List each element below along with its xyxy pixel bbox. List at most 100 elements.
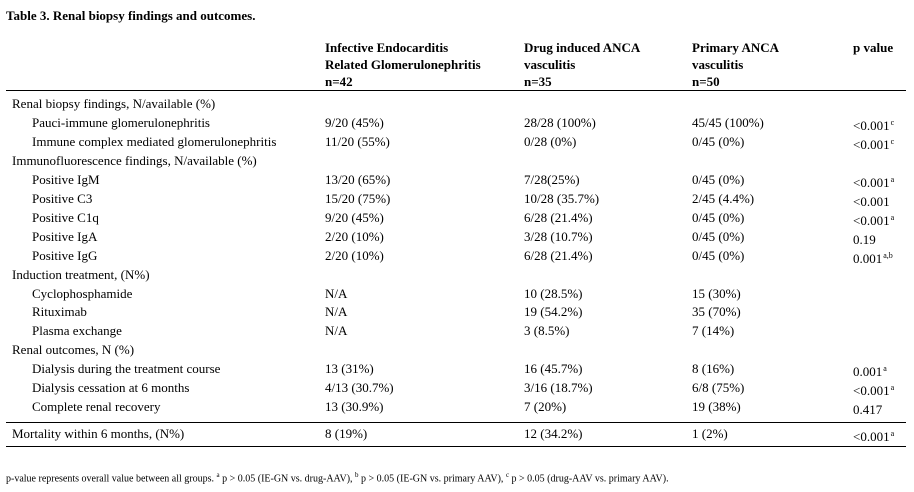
header-primary-aav: Primary ANCA vasculitis n=50 (692, 39, 779, 90)
table-footnote: p-value represents overall value between… (6, 471, 669, 484)
pvalue-superscript: a (890, 212, 895, 222)
header-primary-n: n=50 (692, 74, 720, 89)
cell-primary-aav: 2/45 (4.4%) (692, 190, 755, 206)
cell-drug-aav: 7/28(25%) (524, 171, 580, 187)
footnote-text-1: p-value represents overall value between… (6, 473, 217, 485)
cell-drug-aav: 19 (54.2%) (524, 304, 583, 320)
cell-primary-aav: 45/45 (100%) (692, 114, 764, 130)
footnote-sup-b: b (355, 471, 359, 479)
table-row: Cyclophosphamide N/A 10 (28.5%) 15 (30%) (0, 284, 914, 303)
cell-pvalue: <0.001a (853, 208, 894, 230)
table-row: Plasma exchange N/A 3 (8.5%) 7 (14%) (0, 321, 914, 340)
mortality-primary: 1 (2%) (692, 426, 728, 441)
row-label: Positive IgM (32, 171, 100, 187)
pvalue-superscript: a (890, 383, 895, 393)
cell-primary-aav: 35 (70%) (692, 304, 741, 320)
table-row: Dialysis cessation at 6 months 4/13 (30.7… (0, 378, 914, 400)
header-pvalue: p value (853, 40, 894, 55)
header-ie-n: n=42 (325, 74, 353, 89)
footnote-text-3: p > 0.05 (IE-GN vs. primary AAV), (358, 473, 506, 485)
row-label: Dialysis during the treatment course (32, 361, 221, 377)
footnote-text-2: p > 0.05 (IE-GN vs. drug-AAV), (219, 473, 356, 485)
cell-primary-aav: 0/45 (0%) (692, 209, 745, 225)
cell-pvalue: 0.19 (853, 227, 877, 249)
row-label: Plasma exchange (32, 323, 122, 339)
table-row: Complete renal recovery 13 (30.9%) 7 (20%)… (0, 397, 914, 419)
pvalue-text: <0.001 (853, 174, 890, 190)
cell-ie-gn: N/A (325, 304, 348, 320)
cell-pvalue: <0.001c (853, 132, 894, 154)
cell-primary-aav: 6/8 (75%) (692, 380, 745, 396)
cell-pvalue: <0.001a (853, 170, 894, 192)
mortality-row: Mortality within 6 months, (N%) 8 (19%) … (0, 424, 914, 446)
cell-pvalue: 0.001a,b (853, 246, 893, 268)
mortality-ie: 8 (19%) (325, 426, 368, 441)
footnote-sup-c: c (505, 471, 510, 479)
cell-pvalue: <0.001c (853, 113, 894, 135)
cell-ie-gn: 9/20 (45%) (325, 209, 384, 225)
section-header-row: Renal biopsy findings, N/available (%) (0, 94, 914, 113)
header-drug-line2: vasculitis (524, 57, 576, 72)
mortality-p-value: <0.001 (853, 429, 890, 444)
cell-pvalue: <0.001 (853, 189, 891, 211)
header-ie-gn: Infective Endocarditis Related Glomerulo… (325, 39, 481, 90)
table-row: Rituximab N/A 19 (54.2%) 35 (70%) (0, 302, 914, 321)
pvalue-text: <0.001 (853, 136, 890, 152)
cell-ie-gn: 4/13 (30.7%) (325, 380, 394, 396)
cell-drug-aav: 16 (45.7%) (524, 361, 583, 377)
table-row: Positive IgM 13/20 (65%) 7/28(25%) 0/45 (0%… (0, 170, 914, 192)
cell-drug-aav: 6/28 (21.4%) (524, 247, 593, 263)
pvalue-text: 0.417 (853, 402, 883, 418)
row-label: Rituximab (32, 304, 87, 320)
footnote-sup-a: a (216, 471, 220, 479)
header-rule (6, 90, 906, 91)
row-label: Positive C1q (32, 209, 99, 225)
row-label: Renal outcomes, N (%) (12, 342, 135, 358)
row-label: Immunofluorescence findings, N/available… (12, 152, 257, 168)
cell-pvalue: 0.417 (853, 397, 883, 419)
cell-pvalue: <0.001a (853, 378, 894, 400)
pvalue-superscript: a (883, 364, 887, 374)
header-primary-line1: Primary ANCA (692, 40, 780, 55)
cell-ie-gn: 13 (30.9%) (325, 399, 384, 415)
cell-drug-aav: 7 (20%) (524, 399, 567, 415)
cell-ie-gn: 15/20 (75%) (325, 190, 391, 206)
cell-primary-aav: 7 (14%) (692, 323, 735, 339)
cell-pvalue: 0.001a (853, 359, 887, 381)
cell-primary-aav: 0/45 (0%) (692, 133, 745, 149)
cell-drug-aav: 28/28 (100%) (524, 114, 596, 130)
table-row: Positive C3 15/20 (75%) 10/28 (35.7%) 2/45 … (0, 189, 914, 211)
mortality-p-sup: a (890, 429, 895, 438)
cell-drug-aav: 3/28 (10.7%) (524, 228, 593, 244)
mortality-p: <0.001a (853, 424, 894, 446)
section-header-row: Induction treatment, (N%) (0, 265, 914, 284)
pvalue-text: 0.001 (853, 250, 883, 266)
pvalue-superscript: c (890, 117, 895, 127)
cell-primary-aav: 0/45 (0%) (692, 228, 745, 244)
section-header-row: Immunofluorescence findings, N/available… (0, 151, 914, 170)
row-label: Positive C3 (32, 190, 93, 206)
header-primary-line2: vasculitis (692, 57, 744, 72)
pvalue-superscript: c (890, 136, 895, 146)
cell-primary-aav: 8 (16%) (692, 361, 735, 377)
table-row: Positive IgG 2/20 (10%) 6/28 (21.4%) 0/45 (… (0, 246, 914, 268)
header-drug-line1: Drug induced ANCA (524, 40, 641, 55)
bottom-rule (6, 446, 906, 447)
header-drug-n: n=35 (524, 74, 552, 89)
cell-drug-aav: 0/28 (0%) (524, 133, 577, 149)
table-row: Positive C1q 9/20 (45%) 6/28 (21.4%) 0/45 (… (0, 208, 914, 230)
row-label: Dialysis cessation at 6 months (32, 380, 190, 396)
cell-ie-gn: 9/20 (45%) (325, 114, 384, 130)
table-row: Immune complex mediated glomerulonephrit… (0, 132, 914, 154)
pvalue-text: <0.001 (853, 117, 890, 133)
mortality-drug: 12 (34.2%) (524, 426, 583, 441)
cell-primary-aav: 19 (38%) (692, 399, 741, 415)
row-label: Positive IgA (32, 228, 98, 244)
cell-ie-gn: 11/20 (55%) (325, 133, 390, 149)
cell-ie-gn: N/A (325, 285, 348, 301)
pvalue-text: <0.001 (853, 193, 890, 209)
cell-primary-aav: 0/45 (0%) (692, 171, 745, 187)
cell-drug-aav: 3 (8.5%) (524, 323, 570, 339)
row-label: Positive IgG (32, 247, 98, 263)
footnote-text-4: p > 0.05 (drug-AAV vs. primary AAV). (509, 473, 669, 485)
